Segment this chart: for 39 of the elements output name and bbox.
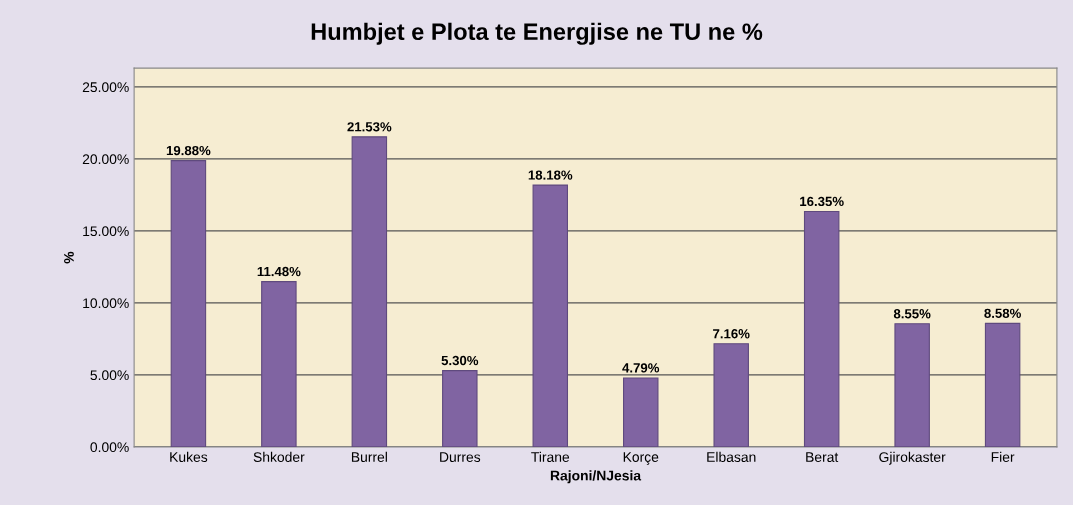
data-label: 8.58% (984, 308, 1021, 318)
x-axis-title: Rajoni/NJesia (550, 470, 642, 484)
data-label: 21.53% (347, 122, 392, 132)
x-tick-label: Shkoder (253, 451, 305, 462)
bar (532, 184, 569, 447)
data-label: 4.79% (622, 363, 660, 373)
data-label: 16.35% (800, 196, 844, 207)
y-tick-label: 10.00% (83, 298, 129, 309)
y-tick-label: 25.00% (82, 82, 129, 93)
x-tick-label: Fier (991, 451, 1015, 462)
data-label: 18.18% (528, 170, 573, 180)
x-tick-label: Kukes (170, 451, 208, 462)
bar (623, 377, 659, 447)
chart-title: Humbjet e Plota te Energjise ne TU ne % (311, 22, 763, 45)
bar (442, 370, 478, 447)
y-tick-label: 0.00% (90, 442, 129, 453)
bar (984, 322, 1021, 447)
x-tick-label: Berat (806, 452, 839, 462)
y-tick-label: 15.00% (83, 226, 129, 237)
bar (713, 343, 749, 447)
data-label: 19.88% (166, 145, 211, 156)
data-label: 7.16% (713, 329, 750, 339)
x-tick-label: Tirane (531, 451, 570, 462)
x-tick-label: Durres (440, 452, 481, 462)
bar (803, 210, 840, 447)
bar (261, 281, 297, 447)
x-tick-label: Korçe (623, 452, 659, 465)
x-tick-label: Elbasan (707, 451, 756, 462)
data-label: 11.48% (257, 266, 301, 277)
bar (894, 323, 930, 447)
data-label: 8.55% (893, 309, 931, 319)
x-tick-label: Gjirokaster (879, 451, 946, 465)
y-axis-title: % (64, 251, 74, 264)
y-tick-label: 5.00% (90, 370, 129, 381)
y-tick-label: 20.00% (82, 154, 129, 165)
bar (351, 136, 388, 447)
bar (170, 160, 207, 447)
data-label: 5.30% (441, 355, 479, 366)
x-tick-label: Burrel (351, 451, 387, 462)
